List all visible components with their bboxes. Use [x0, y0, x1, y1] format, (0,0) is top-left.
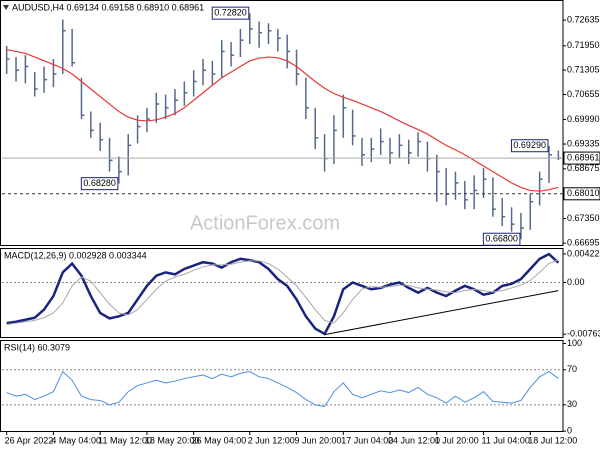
panel-frame: [0, 340, 564, 432]
panel-title: RSI(14) 60.3079: [4, 342, 70, 352]
y-tick-label: 0.72635: [567, 14, 600, 24]
panel-title: MACD(12,26,9) 0.002928 0.003344: [4, 250, 147, 260]
annotation-box: [510, 139, 549, 153]
y-tick-label: 0: [567, 425, 572, 435]
indicator-line: [6, 252, 560, 336]
x-tick-label: 4 May 04:00: [51, 435, 101, 445]
x-tick-label: 11 May 12:00: [98, 435, 152, 445]
moving-average: [6, 48, 559, 192]
y-tick-label: 0.68675: [567, 163, 600, 173]
y-tick-label: 0.69990: [567, 114, 600, 124]
x-tick-label: 18 Jul 12:00: [528, 435, 577, 445]
price-label-box: [563, 151, 600, 165]
y-tick-label: 0.71950: [567, 40, 600, 50]
x-tick-label: 24 Jun 12:00: [388, 435, 440, 445]
price-label: 0.68010: [567, 188, 600, 198]
y-tick-label: 0.71305: [567, 64, 600, 74]
x-tick-label: 17 Jun 04:00: [341, 435, 393, 445]
annotation-label: 0.66800: [485, 234, 518, 244]
y-tick-label: 100: [567, 338, 582, 348]
annotation-box: [211, 6, 250, 20]
y-tick-label: -0.007633: [567, 329, 600, 339]
price-label-box: [563, 187, 600, 201]
indicator-line: [6, 370, 559, 408]
panel-frame: [0, 248, 564, 338]
panel-frame: [0, 0, 564, 246]
watermark: ActionForex.com: [190, 212, 340, 234]
x-tick-label: 26 Apr 2022: [5, 435, 54, 445]
y-tick-label: 0.004229: [567, 248, 600, 258]
x-tick-label: 26 May 04:00: [192, 435, 247, 445]
annotation-box: [482, 232, 521, 246]
x-tick-label: 9 Jun 20:00: [295, 435, 342, 445]
symbol-icon: [3, 5, 9, 10]
annotation-label: 0.72820: [214, 8, 247, 18]
annotation-label: 0.68280: [83, 178, 116, 188]
y-tick-label: 70: [567, 364, 577, 374]
panel-title: AUDUSD,H4 0.69134 0.69158 0.68910 0.6896…: [12, 2, 204, 12]
y-tick-label: 0.67350: [567, 213, 600, 223]
annotation-box: [80, 177, 119, 191]
x-tick-label: 11 Jul 04:00: [482, 435, 530, 445]
y-tick-label: 0.66695: [567, 238, 600, 248]
y-tick-label: 0.00: [567, 277, 585, 287]
y-tick-label: 30: [567, 399, 577, 409]
y-tick-label: 0.69335: [567, 138, 600, 148]
trendline: [324, 290, 559, 336]
x-tick-label: 1 Jul 20:00: [435, 435, 479, 445]
y-tick-label: 0.70655: [567, 89, 600, 99]
x-tick-label: 2 Jun 12:00: [248, 435, 295, 445]
x-tick-label: 18 May 20:00: [145, 435, 200, 445]
price-label: 0.68961: [567, 152, 600, 162]
annotation-label: 0.69290: [513, 140, 546, 150]
indicator-line: [6, 259, 559, 325]
